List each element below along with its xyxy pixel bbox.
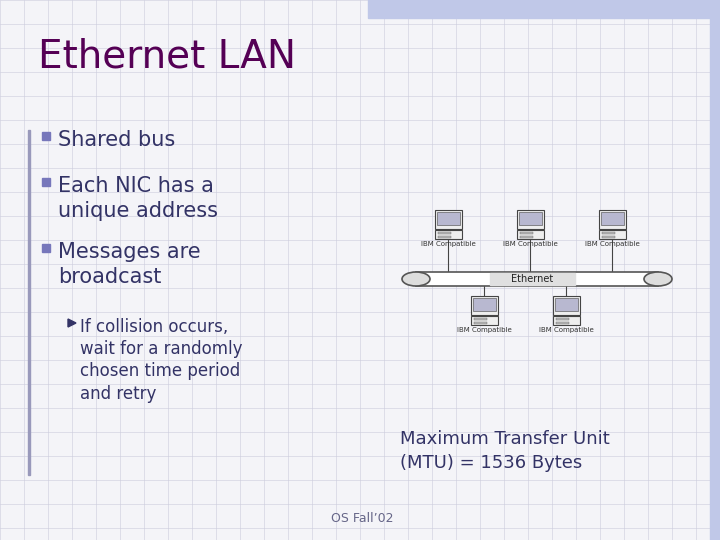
Bar	[416, 272, 658, 286]
Bar	[555, 298, 578, 311]
Text: Ethernet LAN: Ethernet LAN	[38, 38, 296, 76]
Bar	[490, 273, 575, 285]
Bar	[368, 0, 710, 18]
Bar	[553, 316, 580, 325]
Bar	[42, 132, 50, 140]
Bar	[471, 316, 498, 325]
Bar	[556, 318, 569, 320]
Text: OS Fall’02: OS Fall’02	[330, 512, 393, 525]
Text: Messages are
broadcast: Messages are broadcast	[58, 242, 201, 287]
Bar	[519, 212, 542, 225]
Bar	[602, 236, 615, 238]
Text: IBM Compatible: IBM Compatible	[420, 241, 475, 247]
Bar	[517, 210, 544, 229]
Text: IBM Compatible: IBM Compatible	[456, 327, 511, 333]
Bar	[474, 322, 487, 324]
Text: Shared bus: Shared bus	[58, 130, 175, 150]
Bar	[710, 0, 720, 540]
Bar	[437, 212, 460, 225]
Bar	[601, 212, 624, 225]
Bar	[517, 230, 544, 239]
Bar	[438, 236, 451, 238]
Ellipse shape	[644, 272, 672, 286]
Bar	[28, 130, 30, 475]
Bar	[42, 244, 50, 252]
Bar	[553, 296, 580, 315]
Bar	[435, 230, 462, 239]
Bar	[438, 232, 451, 234]
Text: IBM Compatible: IBM Compatible	[585, 241, 639, 247]
Bar	[42, 178, 50, 186]
Bar	[474, 318, 487, 320]
Text: Each NIC has a
unique address: Each NIC has a unique address	[58, 176, 218, 221]
Bar	[473, 298, 496, 311]
Bar	[435, 210, 462, 229]
Bar	[520, 236, 533, 238]
Text: If collision occurs,
wait for a randomly
chosen time period
and retry: If collision occurs, wait for a randomly…	[80, 318, 243, 403]
Text: IBM Compatible: IBM Compatible	[539, 327, 593, 333]
Text: IBM Compatible: IBM Compatible	[503, 241, 557, 247]
Bar	[602, 232, 615, 234]
Bar	[556, 322, 569, 324]
Polygon shape	[68, 319, 76, 327]
Bar	[471, 296, 498, 315]
Bar	[599, 230, 626, 239]
Ellipse shape	[402, 272, 430, 286]
Text: Ethernet: Ethernet	[511, 274, 553, 284]
Bar	[599, 210, 626, 229]
Text: Maximum Transfer Unit
(MTU) = 1536 Bytes: Maximum Transfer Unit (MTU) = 1536 Bytes	[400, 430, 610, 471]
Bar	[520, 232, 533, 234]
